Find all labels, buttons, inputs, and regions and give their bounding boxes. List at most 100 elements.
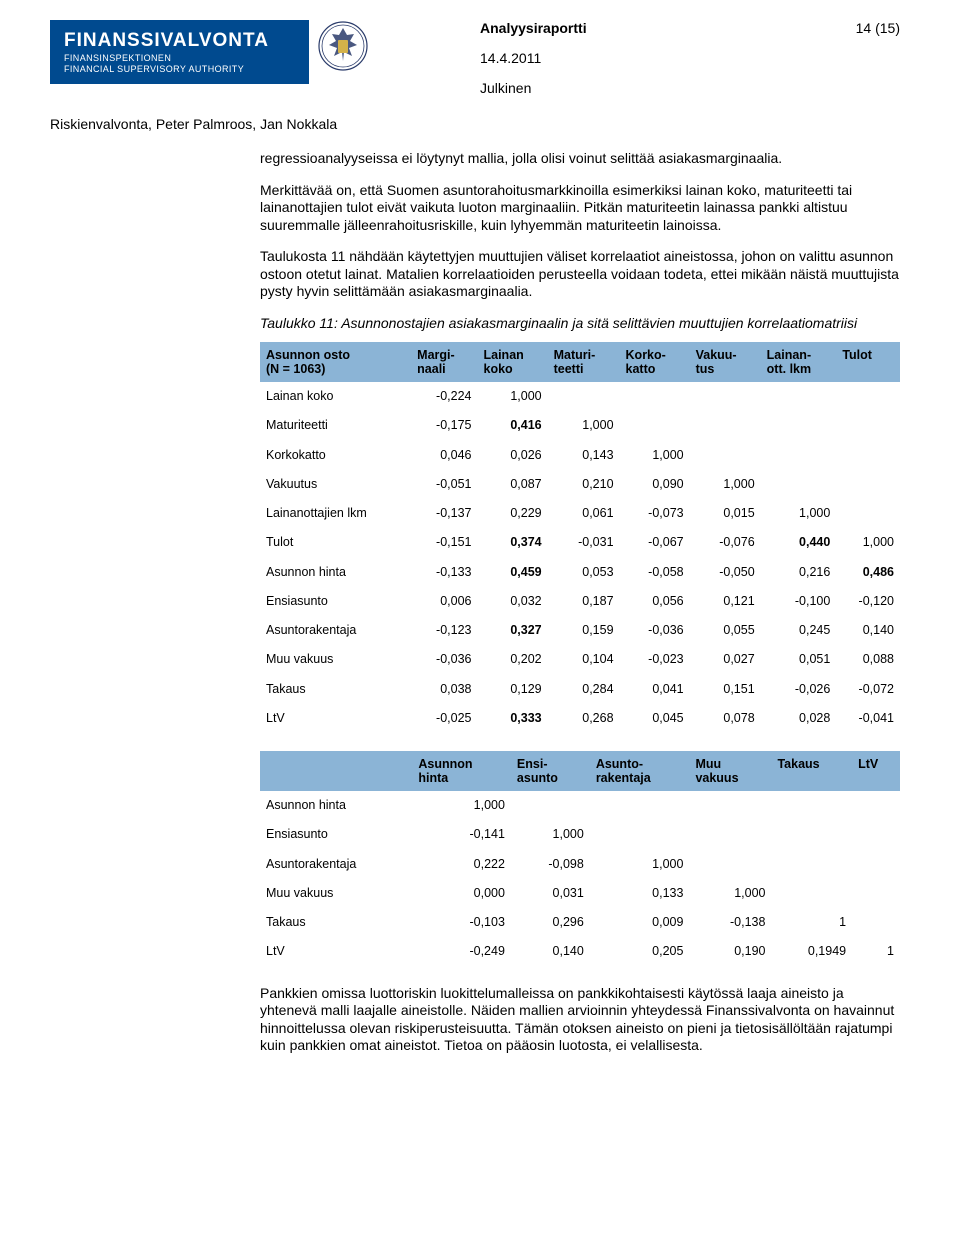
cell: 1,000 [590, 850, 690, 879]
cell: -0,058 [620, 558, 690, 587]
cell: 0,151 [690, 675, 761, 704]
cell: -0,100 [761, 587, 837, 616]
table1-header-cell: Vakuu-tus [690, 342, 761, 382]
cell: 0,133 [590, 879, 690, 908]
cell [761, 441, 837, 470]
cell [771, 879, 852, 908]
table2-header-cell: Ensi-asunto [511, 751, 590, 791]
row-label: Maturiteetti [260, 411, 411, 440]
cell: 0,015 [690, 499, 761, 528]
doc-title: Analyysiraportti [480, 20, 587, 36]
cell: 0,140 [511, 937, 590, 966]
cell: -0,026 [761, 675, 837, 704]
row-label: Vakuutus [260, 470, 411, 499]
cell [590, 791, 690, 820]
doc-date: 14.4.2011 [480, 50, 900, 66]
cell: 0,055 [690, 616, 761, 645]
cell: 1 [771, 908, 852, 937]
cell: 0,440 [761, 528, 837, 557]
table2-header-cell: LtV [852, 751, 900, 791]
cell: 0,187 [548, 587, 620, 616]
table1-header-cell: Korko-katto [620, 342, 690, 382]
row-label: LtV [260, 704, 411, 733]
table-caption: Taulukko 11: Asunnonostajien asiakasmarg… [260, 315, 900, 333]
cell [761, 382, 837, 411]
cell: -0,151 [411, 528, 477, 557]
cell [620, 382, 690, 411]
cell: 0,140 [836, 616, 900, 645]
header-right: Analyysiraportti 14 (15) 14.4.2011 Julki… [470, 20, 900, 96]
cell: 0,190 [689, 937, 771, 966]
correlation-table-2: AsunnonhintaEnsi-asuntoAsunto-rakentajaM… [260, 751, 900, 967]
cell [836, 470, 900, 499]
crest-icon [317, 20, 369, 78]
row-label: Asunnon hinta [260, 791, 412, 820]
cell [689, 820, 771, 849]
row-label: Muu vakuus [260, 645, 411, 674]
cell [852, 850, 900, 879]
cell: -0,076 [690, 528, 761, 557]
table2-header-cell [260, 751, 412, 791]
doc-meta: Analyysiraportti 14 (15) [480, 20, 900, 36]
cell: 0,284 [548, 675, 620, 704]
paragraph-4: Pankkien omissa luottoriskin luokittelum… [260, 985, 900, 1055]
table2-header-cell: Muuvakuus [689, 751, 771, 791]
table2-header-cell: Takaus [771, 751, 852, 791]
table2-header-cell: Asunto-rakentaja [590, 751, 690, 791]
cell: -0,072 [836, 675, 900, 704]
cell: 0,459 [478, 558, 548, 587]
cell [689, 791, 771, 820]
cell: 0,416 [478, 411, 548, 440]
cell: 0,121 [690, 587, 761, 616]
row-label: Asuntorakentaja [260, 850, 412, 879]
cell: -0,073 [620, 499, 690, 528]
cell [852, 879, 900, 908]
cell: -0,036 [411, 645, 477, 674]
cell: 0,051 [761, 645, 837, 674]
cell: 0,006 [411, 587, 477, 616]
cell: 0,087 [478, 470, 548, 499]
cell [836, 411, 900, 440]
cell [771, 820, 852, 849]
cell: 0,205 [590, 937, 690, 966]
cell: 0,104 [548, 645, 620, 674]
cell: 0,027 [690, 645, 761, 674]
table-row: Ensiasunto0,0060,0320,1870,0560,121-0,10… [260, 587, 900, 616]
table-row: Takaus0,0380,1290,2840,0410,151-0,026-0,… [260, 675, 900, 704]
table-row: Takaus-0,1030,2960,009-0,1381 [260, 908, 900, 937]
cell: -0,031 [548, 528, 620, 557]
cell: 0,000 [412, 879, 511, 908]
cell: -0,098 [511, 850, 590, 879]
cell: 0,028 [761, 704, 837, 733]
cell: -0,249 [412, 937, 511, 966]
table-row: Vakuutus-0,0510,0870,2100,0901,000 [260, 470, 900, 499]
org-name-3: FINANCIAL SUPERVISORY AUTHORITY [64, 64, 269, 74]
table-row: Tulot-0,1510,374-0,031-0,067-0,0760,4401… [260, 528, 900, 557]
cell: 1,000 [690, 470, 761, 499]
row-label: Takaus [260, 908, 412, 937]
cell: -0,036 [620, 616, 690, 645]
row-label: Tulot [260, 528, 411, 557]
page-number: 14 (15) [856, 20, 900, 36]
table-row: Lainanottajien lkm-0,1370,2290,061-0,073… [260, 499, 900, 528]
cell: 0,374 [478, 528, 548, 557]
table-row: Asunnon hinta-0,1330,4590,053-0,058-0,05… [260, 558, 900, 587]
table-row: Muu vakuus0,0000,0310,1331,000 [260, 879, 900, 908]
cell: -0,224 [411, 382, 477, 411]
row-label: Ensiasunto [260, 587, 411, 616]
cell: 0,202 [478, 645, 548, 674]
table-row: LtV-0,0250,3330,2680,0450,0780,028-0,041 [260, 704, 900, 733]
cell: -0,025 [411, 704, 477, 733]
table1-header-cell: Maturi-teetti [548, 342, 620, 382]
row-label: LtV [260, 937, 412, 966]
cell [761, 470, 837, 499]
org-name-2: FINANSINSPEKTIONEN [64, 53, 269, 63]
table1-header-cell: Margi-naali [411, 342, 477, 382]
cell: 0,026 [478, 441, 548, 470]
cell: 1 [852, 937, 900, 966]
cell [689, 850, 771, 879]
cell [690, 411, 761, 440]
cell: 0,296 [511, 908, 590, 937]
cell: 0,056 [620, 587, 690, 616]
table-row: Maturiteetti-0,1750,4161,000 [260, 411, 900, 440]
